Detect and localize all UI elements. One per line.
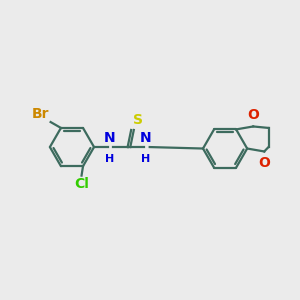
Text: N: N: [140, 131, 152, 145]
Text: Br: Br: [32, 106, 49, 121]
Text: O: O: [248, 108, 260, 122]
Text: N: N: [103, 131, 115, 145]
Text: S: S: [133, 113, 142, 127]
Text: O: O: [259, 156, 271, 170]
Text: Cl: Cl: [74, 177, 89, 191]
Text: H: H: [141, 154, 151, 164]
Text: H: H: [105, 154, 114, 164]
